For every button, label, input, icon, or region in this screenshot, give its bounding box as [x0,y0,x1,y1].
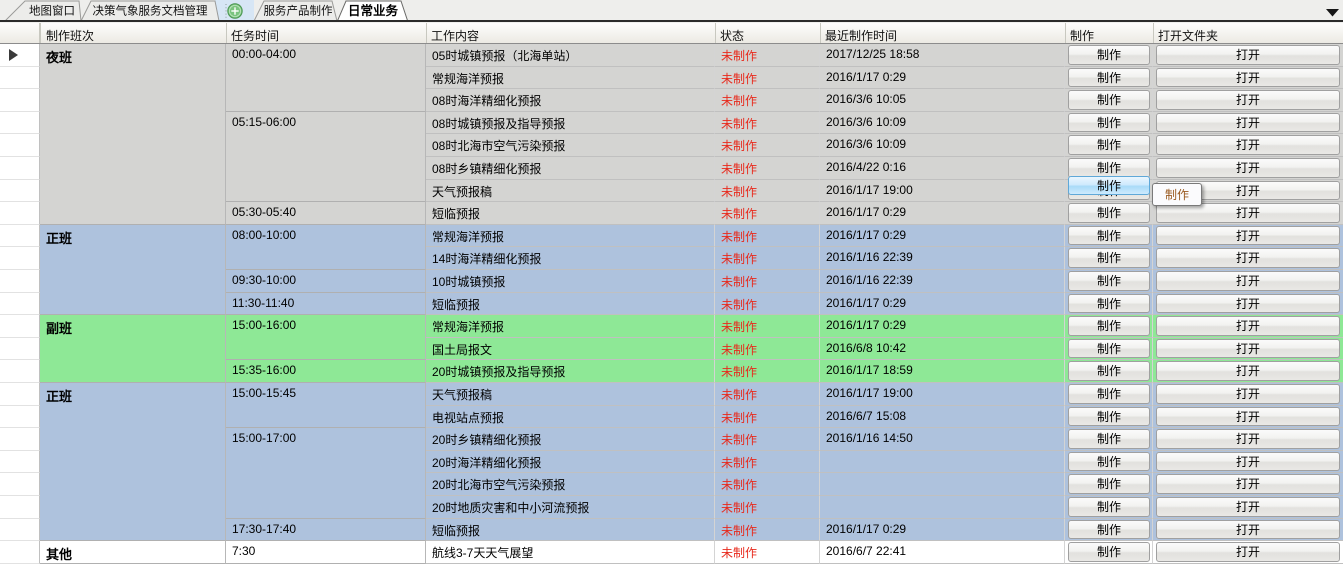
svg-text:服务产品制作: 服务产品制作 [264,4,333,18]
svg-text:决策气象服务文档管理: 决策气象服务文档管理 [93,4,208,18]
svg-text:地图窗口: 地图窗口 [29,4,75,18]
svg-text:日常业务: 日常业务 [348,3,399,18]
